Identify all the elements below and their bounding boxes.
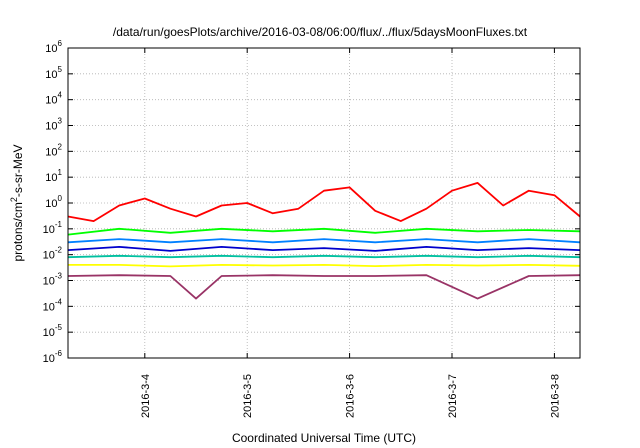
y-tick-label: 10-2 [43,246,63,262]
x-tick-label: 2016-3-7 [447,374,459,418]
series-line-2 [67,227,581,236]
series-line-4 [67,245,581,252]
chart-title: /data/run/goesPlots/archive/2016-03-08/0… [113,25,528,39]
x-tick-label: 2016-3-5 [242,374,254,418]
y-tick-label: 10-4 [43,297,63,313]
x-axis-ticks: 2016-3-4 2016-3-5 2016-3-6 2016-3-7 2016-3-8 [140,48,561,418]
grid-lines [68,48,580,358]
y-axis-ticks: 10-6 10-5 10-4 10-3 10-2 10-1 100 101 102 103 104 1… [43,39,580,365]
y-tick-label: 106 [45,39,62,55]
series-line-3 [67,238,581,244]
y-tick-label: 10-5 [43,323,63,339]
data-series [67,181,581,300]
x-axis-label: Coordinated Universal Time (UTC) [232,431,416,445]
series-line-1 [67,181,581,223]
y-tick-label: 105 [45,65,62,81]
y-tick-label: 102 [45,142,62,158]
series-line-6 [68,263,581,268]
y-tick-label: 10-1 [43,220,63,236]
y-tick-label: 10-6 [43,349,63,365]
x-tick-label: 2016-3-8 [549,374,561,418]
series-line-5 [67,254,581,259]
x-tick-label: 2016-3-6 [345,374,357,418]
y-tick-label: 101 [45,168,62,184]
y-tick-label: 10-3 [43,272,63,288]
y-tick-label: 100 [45,194,62,210]
y-tick-label: 103 [45,117,62,133]
y-axis-label: protons/cm2-s-sr-MeV [9,144,25,261]
x-tick-label: 2016-3-4 [140,374,152,418]
y-tick-label: 104 [45,91,62,107]
series-line-7 [67,274,581,300]
